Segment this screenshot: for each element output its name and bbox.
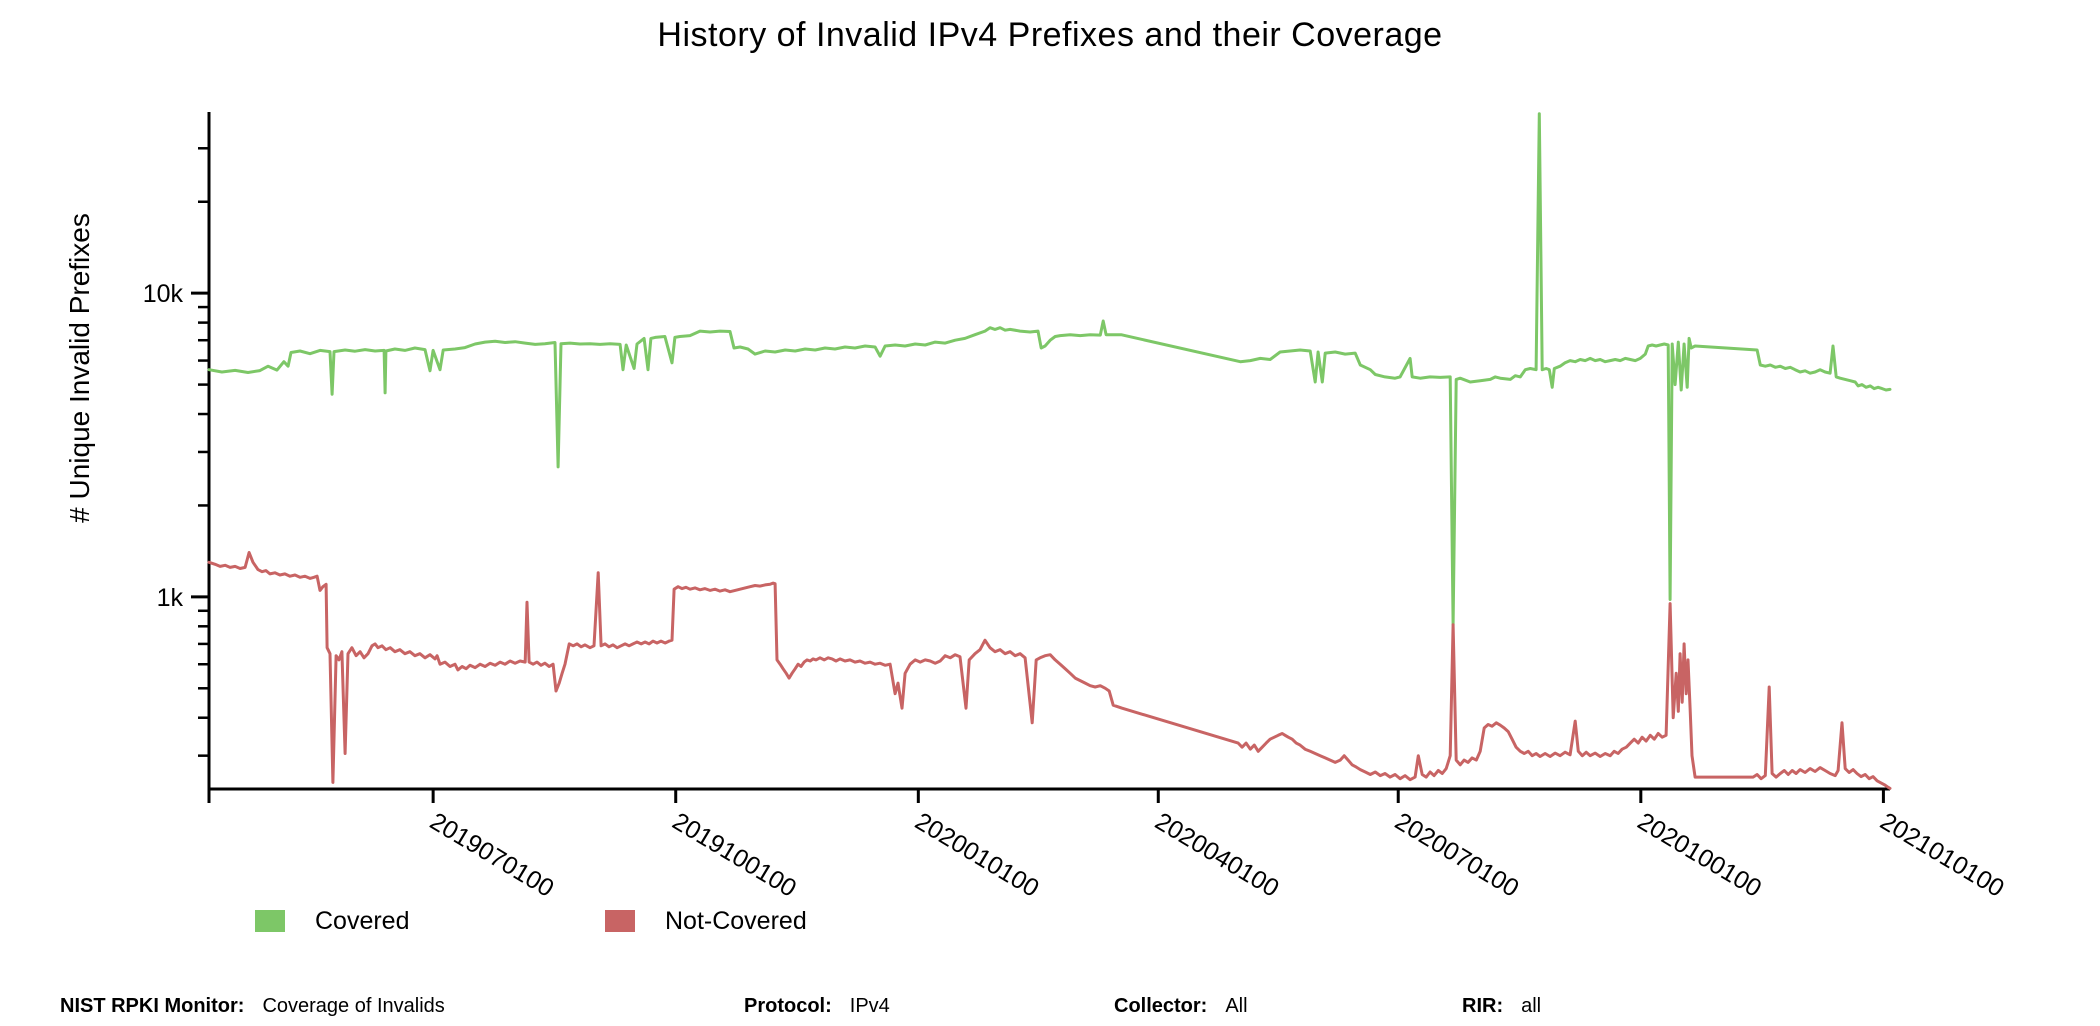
series-not-covered-line (207, 551, 1892, 790)
x-tick-label: 2020070100 (1390, 807, 1524, 903)
x-tick-label: 2019070100 (425, 807, 559, 903)
legend-covered-swatch[interactable] (255, 910, 285, 932)
x-tick-label: 2019100100 (668, 807, 802, 903)
footer-protocol-label: Protocol: (744, 995, 832, 1017)
x-tick-label: 2020040100 (1150, 807, 1284, 903)
y-tick-label: 10k (143, 280, 184, 308)
footer-collector: Collector: All (1114, 995, 1248, 1018)
footer-monitor: NIST RPKI Monitor: Coverage of Invalids (60, 995, 445, 1018)
y-tick-label: 1k (157, 584, 184, 612)
footer-collector-value: All (1225, 995, 1248, 1017)
legend-covered-label[interactable]: Covered (315, 907, 410, 935)
series-covered-line (207, 112, 1892, 627)
x-tick-label: 2020100100 (1633, 807, 1767, 903)
x-tick-label: 2021010100 (1875, 807, 2009, 903)
footer-collector-label: Collector: (1114, 995, 1208, 1017)
chart-title: History of Invalid IPv4 Prefixes and the… (657, 16, 1443, 54)
axis-lines (207, 112, 1890, 791)
footer-monitor-value: Coverage of Invalids (262, 995, 445, 1017)
x-tick-label: 2020010100 (910, 807, 1044, 903)
footer-rir-label: RIR: (1462, 995, 1504, 1017)
footer-protocol-value: IPv4 (849, 995, 890, 1017)
footer-monitor-label: NIST RPKI Monitor: (60, 995, 245, 1017)
footer-protocol: Protocol: IPv4 (744, 995, 890, 1018)
legend-not-covered-swatch[interactable] (605, 910, 635, 932)
footer-rir: RIR: all (1462, 995, 1541, 1018)
legend-not-covered-label[interactable]: Not-Covered (665, 907, 807, 935)
footer-rir-value: all (1521, 995, 1542, 1017)
